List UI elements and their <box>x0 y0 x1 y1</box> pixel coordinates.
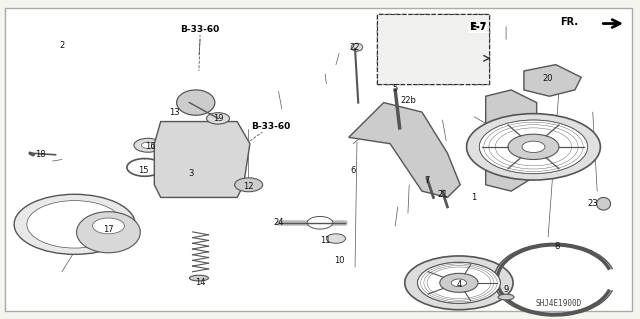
Text: 8: 8 <box>554 242 560 251</box>
Circle shape <box>440 273 478 292</box>
Circle shape <box>141 142 154 148</box>
Text: 12: 12 <box>243 182 254 191</box>
Text: 16: 16 <box>145 142 156 151</box>
Polygon shape <box>154 122 250 197</box>
Circle shape <box>307 216 333 229</box>
Text: 10: 10 <box>334 256 344 265</box>
Text: SHJ4E1900D: SHJ4E1900D <box>536 299 582 308</box>
Circle shape <box>207 113 230 124</box>
Circle shape <box>417 262 500 303</box>
Circle shape <box>508 134 559 160</box>
Text: 17: 17 <box>103 225 114 234</box>
Ellipse shape <box>596 197 611 210</box>
Circle shape <box>404 256 513 310</box>
Text: 2: 2 <box>60 41 65 50</box>
Ellipse shape <box>498 294 514 300</box>
Text: 3: 3 <box>189 169 194 178</box>
Text: E-7: E-7 <box>470 23 486 32</box>
Circle shape <box>326 234 346 243</box>
Polygon shape <box>486 90 537 191</box>
Ellipse shape <box>177 90 215 115</box>
Text: 24: 24 <box>273 218 284 227</box>
Circle shape <box>14 194 135 254</box>
Circle shape <box>27 201 122 248</box>
Bar <box>378 14 489 84</box>
Ellipse shape <box>189 275 209 281</box>
Circle shape <box>479 120 588 174</box>
Text: 19: 19 <box>212 114 223 123</box>
Text: FR.: FR. <box>560 17 578 27</box>
Circle shape <box>467 114 600 180</box>
Circle shape <box>134 138 162 152</box>
Text: 15: 15 <box>138 166 148 175</box>
Circle shape <box>451 279 467 286</box>
Circle shape <box>235 178 262 192</box>
Bar <box>378 14 489 84</box>
Text: E-7: E-7 <box>469 22 486 32</box>
Circle shape <box>93 218 124 234</box>
Polygon shape <box>349 103 460 197</box>
Text: 20: 20 <box>543 74 554 83</box>
Text: 7: 7 <box>424 175 429 185</box>
Text: 4: 4 <box>456 280 461 289</box>
Text: 5: 5 <box>392 84 398 93</box>
Text: B-33-60: B-33-60 <box>251 122 290 131</box>
Polygon shape <box>524 65 581 96</box>
Text: 13: 13 <box>170 108 180 116</box>
Circle shape <box>522 141 545 152</box>
Text: 6: 6 <box>351 166 356 175</box>
Text: 14: 14 <box>195 278 205 287</box>
Text: 9: 9 <box>504 285 509 294</box>
Text: 11: 11 <box>320 236 330 245</box>
Text: 22: 22 <box>350 43 360 52</box>
Text: 1: 1 <box>472 193 477 202</box>
Ellipse shape <box>77 212 140 253</box>
Text: 18: 18 <box>36 150 46 159</box>
Text: B-33-60: B-33-60 <box>180 25 220 34</box>
Text: 23: 23 <box>588 199 598 208</box>
Text: 21: 21 <box>437 190 447 199</box>
Ellipse shape <box>351 43 363 51</box>
Text: 22b: 22b <box>400 97 416 106</box>
